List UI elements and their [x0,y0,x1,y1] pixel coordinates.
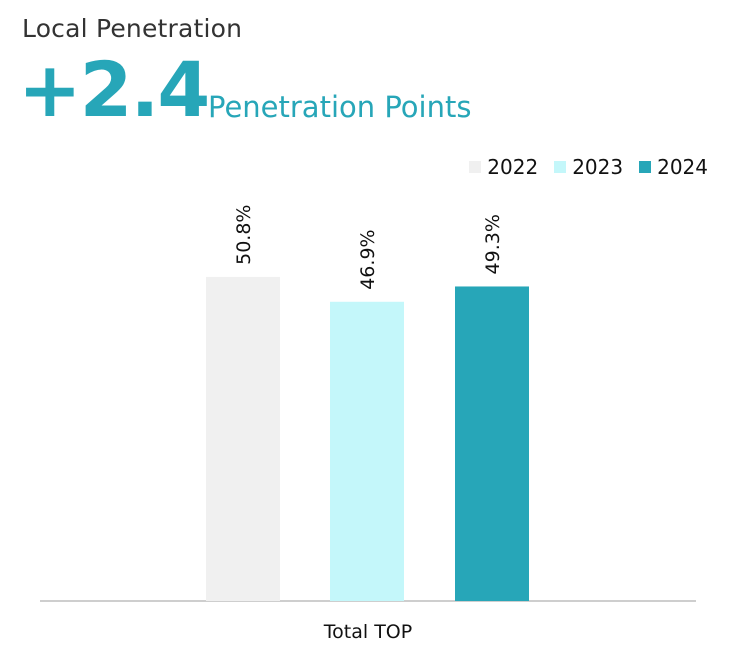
legend-item-2024: 2024 [639,155,708,179]
big-number-label: Penetration Points [208,90,472,124]
legend: 2022 2023 2024 [469,155,708,179]
bar-2024 [455,286,529,601]
legend-label-2023: 2023 [572,155,624,179]
legend-label-2022: 2022 [487,155,539,179]
legend-swatch-2022 [469,161,482,173]
legend-label-2024: 2024 [657,155,708,179]
chart-title: Local Penetration [22,14,243,43]
bar-2023 [330,301,404,601]
data-label-2024: 49.3% [482,214,504,274]
legend-item-2022: 2022 [469,155,538,179]
legend-swatch-2023 [554,161,567,173]
legend-item-2023: 2023 [554,155,623,179]
big-number: +2.4 [18,45,210,134]
legend-swatch-2024 [639,161,652,173]
data-label-2023: 46.9% [357,229,379,289]
x-tick-label: Total TOP [323,621,412,643]
bar-2022 [206,276,280,601]
data-label-2022: 50.8% [233,205,255,265]
